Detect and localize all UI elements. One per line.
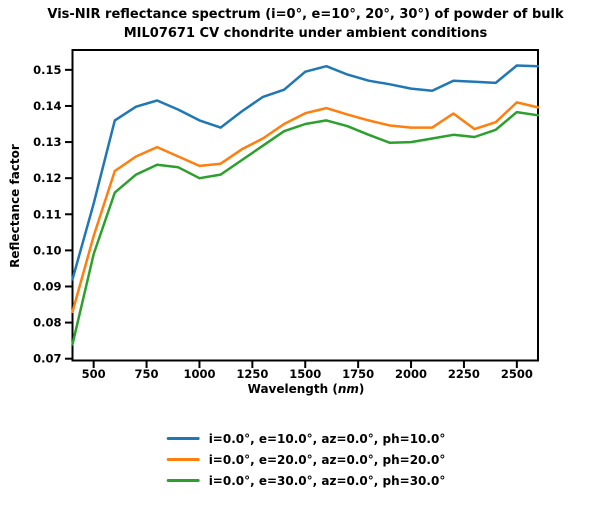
x-tick-label: 2000 — [395, 367, 427, 381]
y-tick-label: 0.08 — [33, 316, 61, 330]
legend-label-e10: i=0.0°, e=10.0°, az=0.0°, ph=10.0° — [208, 431, 446, 446]
legend-label-e30: i=0.0°, e=30.0°, az=0.0°, ph=30.0° — [208, 473, 446, 488]
series-line-0 — [71, 64, 540, 281]
series-line-2 — [71, 110, 540, 346]
x-tick-label: 2500 — [501, 367, 533, 381]
y-tick-label: 0.14 — [33, 99, 61, 113]
x-tick-label: 1250 — [236, 367, 268, 381]
x-tick-label: 750 — [135, 367, 159, 381]
y-tick-label: 0.10 — [33, 243, 61, 257]
x-axis-label-unit: nm — [337, 382, 359, 396]
legend: i=0.0°, e=10.0°, az=0.0°, ph=10.0° i=0.0… — [166, 430, 446, 489]
legend-row-e30: i=0.0°, e=30.0°, az=0.0°, ph=30.0° — [166, 472, 446, 489]
y-tick-label: 0.15 — [33, 63, 61, 77]
x-tick-label: 1500 — [289, 367, 321, 381]
chart-title-line-1: Vis-NIR reflectance spectrum (i=0°, e=10… — [47, 7, 564, 22]
y-tick-label: 0.09 — [33, 279, 61, 293]
x-axis-label-prefix: Wavelength ( — [247, 382, 338, 396]
axes-frame — [71, 49, 539, 362]
chart-title-line-2: MIL07671 CV chondrite under ambient cond… — [123, 25, 488, 41]
legend-row-e20: i=0.0°, e=20.0°, az=0.0°, ph=20.0° — [166, 451, 446, 468]
x-tick-label: 1750 — [342, 367, 374, 381]
legend-label-e20: i=0.0°, e=20.0°, az=0.0°, ph=20.0° — [208, 452, 446, 467]
y-tick-label: 0.11 — [33, 207, 61, 221]
x-axis-label-suffix: ) — [358, 382, 365, 396]
y-tick-label: 0.07 — [33, 352, 61, 366]
x-axis-label: Wavelength (nm) — [248, 382, 365, 396]
x-tick-label: 2250 — [448, 367, 480, 381]
x-tick-label: 1000 — [183, 367, 215, 381]
legend-row-e10: i=0.0°, e=10.0°, az=0.0°, ph=10.0° — [166, 430, 446, 447]
x-tick-label: 500 — [82, 367, 106, 381]
y-tick-label: 0.13 — [33, 135, 61, 149]
series-line-1 — [71, 101, 540, 314]
legend-line-swatch-e30 — [166, 479, 200, 482]
legend-line-swatch-e20 — [166, 458, 200, 461]
y-tick-label: 0.12 — [33, 171, 61, 185]
plot-area: 500 750 1000 1250 1500 1750 2000 2250 2500 0.07 0.… — [33, 49, 540, 381]
legend-line-swatch-e10 — [166, 437, 200, 440]
y-axis-label: Reflectance factor — [8, 144, 22, 268]
chart-title: Vis-NIR reflectance spectrum (i=0°, e=10… — [0, 6, 611, 44]
